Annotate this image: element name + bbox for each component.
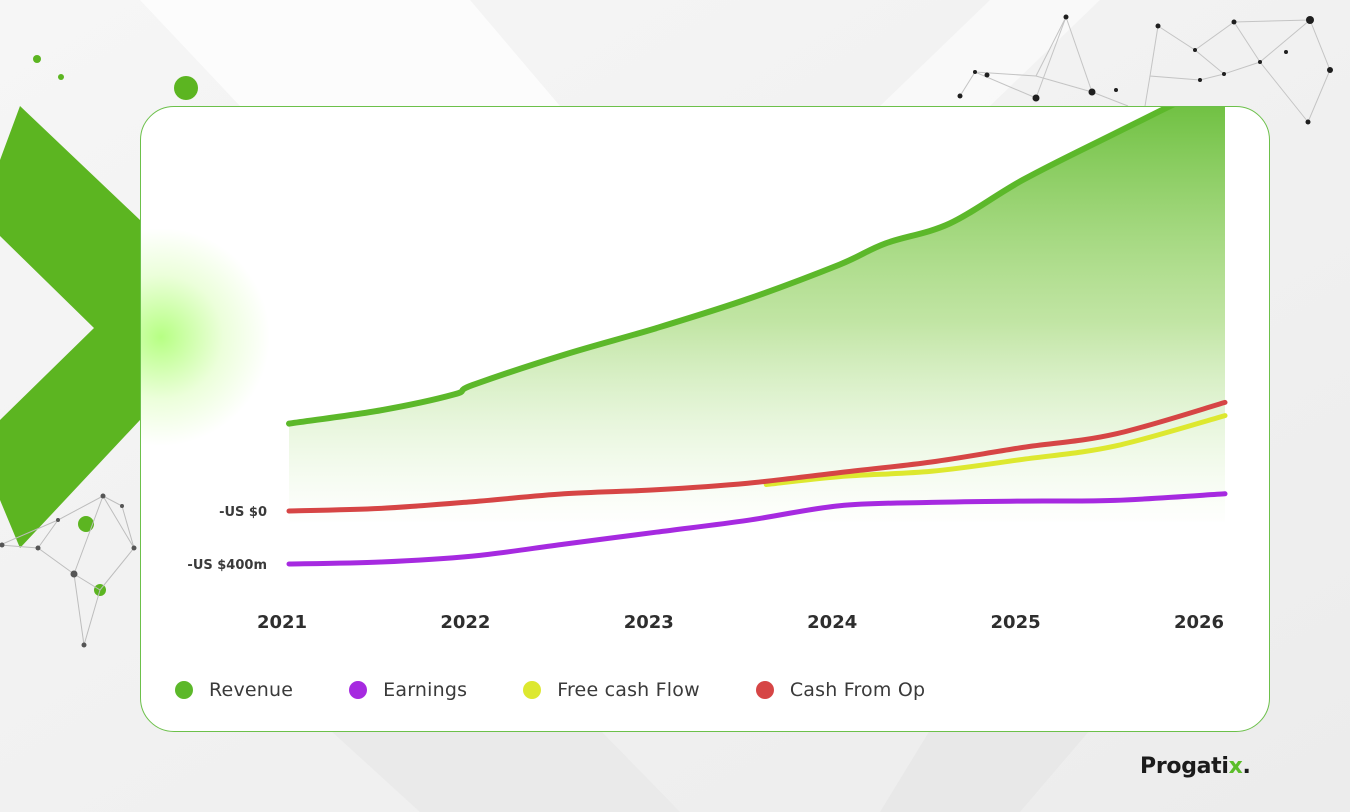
chart-legend: Revenue Earnings Free cash Flow Cash Fro… bbox=[175, 679, 981, 701]
area-revenue bbox=[289, 107, 1225, 522]
brand-logo: Progatix. bbox=[1140, 754, 1251, 779]
bg-shape bbox=[880, 0, 1100, 106]
network-nodes-right bbox=[957, 14, 1333, 125]
legend-label-cash-from-op: Cash From Op bbox=[789, 679, 926, 701]
x-tick-label: 2021 bbox=[257, 612, 307, 633]
brand-name-start: Progati bbox=[1140, 754, 1229, 779]
bg-shape bbox=[140, 0, 560, 106]
x-tick-label: 2023 bbox=[624, 612, 674, 633]
legend-item-revenue: Revenue bbox=[175, 679, 293, 701]
legend-swatch-cash-from-op bbox=[755, 681, 774, 699]
bg-shape bbox=[880, 730, 1090, 812]
x-tick-label: 2026 bbox=[1174, 612, 1224, 633]
legend-item-earnings: Earnings bbox=[349, 679, 467, 701]
bg-shape bbox=[330, 730, 680, 812]
network-nodes-left bbox=[0, 493, 137, 648]
green-chevron-shape bbox=[0, 106, 140, 548]
network-graphic-right bbox=[959, 15, 1331, 123]
bg-dot bbox=[58, 74, 64, 80]
brand-name-end: . bbox=[1242, 754, 1251, 779]
x-tick-label: 2024 bbox=[807, 612, 857, 633]
legend-item-cash-from-op: Cash From Op bbox=[755, 679, 926, 701]
chart: -US $0 -US $400m 2021 2022 2023 2024 2025 2026 bbox=[187, 107, 1228, 633]
bg-dot bbox=[78, 516, 94, 532]
bg-dot bbox=[33, 55, 41, 63]
legend-label-free-cash-flow: Free cash Flow bbox=[557, 679, 700, 701]
legend-label-earnings: Earnings bbox=[383, 679, 468, 701]
y-tick-label: -US $0 bbox=[219, 505, 267, 520]
chart-card: -US $0 -US $400m 2021 2022 2023 2024 2025 2026… bbox=[140, 106, 1270, 732]
series-line-revenue bbox=[286, 107, 1175, 427]
series-line-free-cash-flow bbox=[763, 413, 1228, 487]
series-line-cash-from-op bbox=[286, 399, 1228, 514]
legend-label-revenue: Revenue bbox=[209, 679, 294, 701]
brand-name-x: x bbox=[1228, 754, 1243, 779]
legend-swatch-revenue bbox=[175, 681, 193, 699]
x-tick-label: 2025 bbox=[991, 612, 1041, 633]
series-line-earnings bbox=[286, 491, 1228, 567]
legend-item-free-cash-flow: Free cash Flow bbox=[523, 679, 700, 701]
x-tick-label: 2022 bbox=[440, 612, 490, 633]
y-tick-label: -US $400m bbox=[187, 558, 267, 573]
bg-dot bbox=[174, 76, 198, 100]
legend-swatch-free-cash-flow bbox=[523, 681, 542, 699]
legend-swatch-earnings bbox=[349, 681, 368, 699]
